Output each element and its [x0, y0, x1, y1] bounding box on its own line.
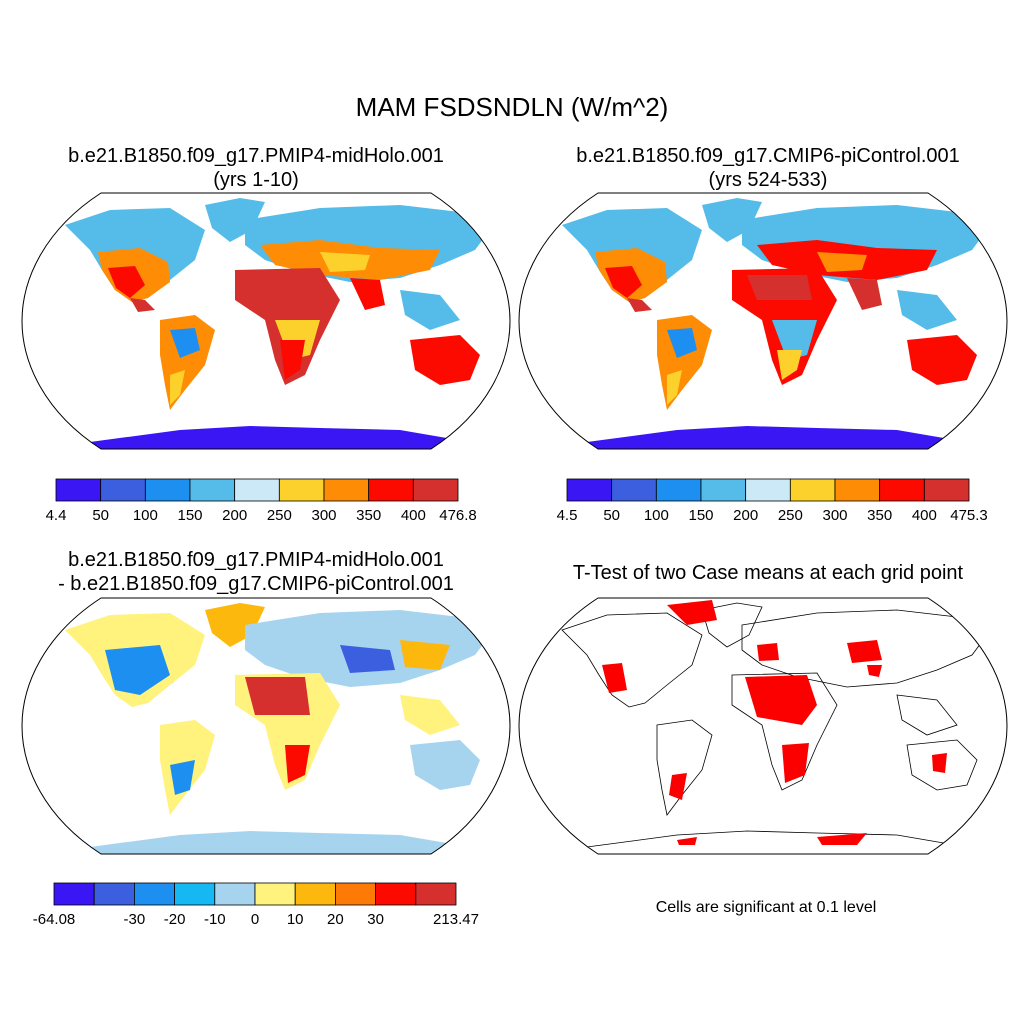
colorbar-tick-label: 4.4 — [45, 507, 67, 524]
map-panel1 — [21, 192, 511, 450]
colorbar-swatch — [189, 478, 236, 502]
colorbar-tick-label: 100 — [132, 507, 158, 524]
colorbar-tick-label: 0 — [250, 911, 260, 928]
panel4-title: T-Test of two Case means at each grid po… — [572, 562, 964, 584]
panel2-subtitle: (yrs 524-533) — [708, 169, 828, 191]
colorbar-tick-label: 150 — [688, 507, 714, 524]
colorbar-swatch — [53, 882, 95, 906]
colorbar-swatch — [294, 882, 336, 906]
colorbar-swatch — [375, 882, 417, 906]
panel1-title: b.e21.B1850.f09_g17.PMIP4-midHolo.001 — [68, 145, 444, 167]
colorbar-tick-label: 4.5 — [556, 507, 578, 524]
colorbar-swatch — [745, 478, 791, 502]
colorbar-tick-label: 10 — [286, 911, 304, 928]
colorbar-panel2 — [566, 478, 970, 502]
colorbar-swatch — [879, 478, 925, 502]
colorbar-swatch — [93, 882, 135, 906]
colorbar-swatch — [611, 478, 657, 502]
colorbar-swatch — [254, 882, 296, 906]
colorbar-tick-label: 200 — [222, 507, 248, 524]
colorbar-tick-label: 150 — [177, 507, 203, 524]
colorbar-tick-label: -10 — [203, 911, 226, 928]
colorbar-tick-label: 200 — [733, 507, 759, 524]
colorbar-tick-label: -64.08 — [32, 911, 76, 928]
colorbar-swatch — [789, 478, 836, 502]
colorbar-swatch — [415, 882, 457, 906]
colorbar-tick-label: 350 — [867, 507, 893, 524]
figure-title: MAM FSDSNDLN (W/m^2) — [355, 92, 669, 122]
map-panel4 — [518, 597, 1008, 855]
colorbar-tick-label: 250 — [777, 507, 803, 524]
colorbar-tick-label: 476.8 — [439, 507, 477, 524]
colorbar-panel3 — [53, 882, 457, 906]
colorbar-tick-label: 400 — [911, 507, 937, 524]
colorbar-tick-label: 250 — [266, 507, 292, 524]
colorbar-swatch — [923, 478, 970, 502]
colorbar-panel1-labels: 4.4 50 100 150 200 250 300 350 400 476.8 — [46, 507, 477, 527]
panel2-title: b.e21.B1850.f09_g17.CMIP6-piControl.001 — [576, 145, 960, 167]
colorbar-swatch — [174, 882, 216, 906]
colorbar-swatch — [323, 478, 370, 502]
colorbar-tick-label: 475.3 — [950, 507, 988, 524]
colorbar-panel3-labels: -64.08 -30 -20 -10 0 10 20 30 213.47 — [33, 911, 479, 931]
colorbar-swatch — [834, 478, 881, 502]
colorbar-swatch — [655, 478, 702, 502]
colorbar-tick-label: 300 — [311, 507, 337, 524]
colorbar-swatch — [700, 478, 747, 502]
colorbar-tick-label: 50 — [603, 507, 620, 524]
colorbar-tick-label: 213.47 — [433, 911, 479, 928]
colorbar-swatch — [566, 478, 613, 502]
australia — [410, 335, 480, 385]
colorbar-swatch — [234, 478, 280, 502]
colorbar-tick-label: 30 — [367, 911, 384, 928]
panel3-title: b.e21.B1850.f09_g17.PMIP4-midHolo.001 — [68, 549, 444, 571]
colorbar-tick-label: 400 — [400, 507, 426, 524]
colorbar-swatch — [144, 478, 191, 502]
colorbar-tick-label: -30 — [123, 911, 146, 928]
colorbar-tick-label: 50 — [92, 507, 109, 524]
colorbar-tick-label: 300 — [822, 507, 848, 524]
panel1-subtitle: (yrs 1-10) — [213, 169, 299, 191]
colorbar-tick-label: -20 — [163, 911, 186, 928]
colorbar-swatch — [100, 478, 146, 502]
colorbar-panel1 — [55, 478, 459, 502]
map-panel2 — [518, 192, 1008, 450]
colorbar-swatch — [134, 882, 176, 906]
map-panel3 — [21, 597, 511, 855]
colorbar-swatch — [214, 882, 256, 906]
colorbar-swatch — [55, 478, 102, 502]
colorbar-tick-label: 20 — [327, 911, 344, 928]
colorbar-panel2-labels: 4.5 50 100 150 200 250 300 350 400 475.3 — [557, 507, 988, 527]
colorbar-swatch — [368, 478, 414, 502]
panel3-subtitle: - b.e21.B1850.f09_g17.CMIP6-piControl.00… — [58, 573, 454, 595]
colorbar-swatch — [334, 882, 376, 906]
significance-note: Cells are significant at 0.1 level — [655, 899, 877, 916]
antarctica — [50, 426, 490, 449]
colorbar-tick-label: 350 — [356, 507, 382, 524]
colorbar-swatch — [412, 478, 459, 502]
colorbar-tick-label: 100 — [643, 507, 669, 524]
colorbar-swatch — [278, 478, 325, 502]
